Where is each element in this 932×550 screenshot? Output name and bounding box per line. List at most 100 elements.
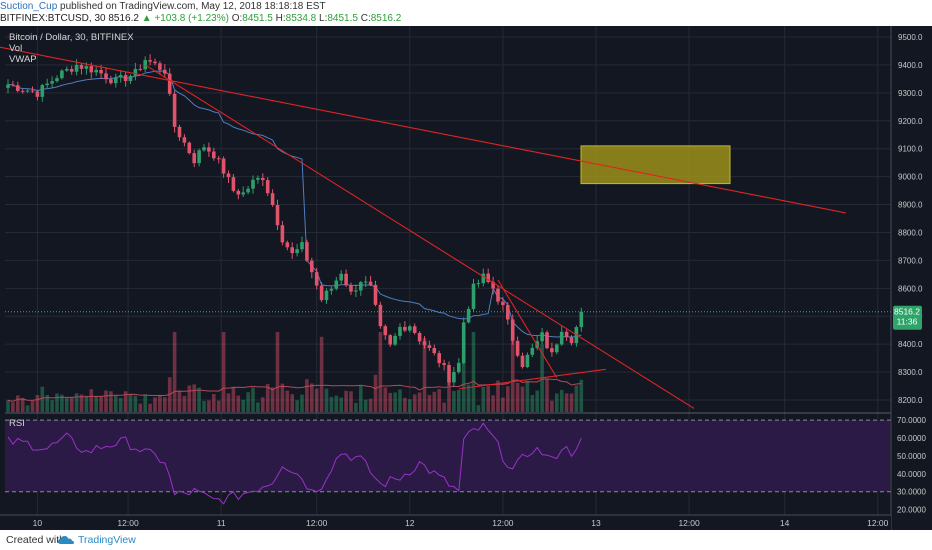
candle-body	[50, 81, 54, 84]
volume-bar	[212, 394, 216, 412]
candle-body	[251, 179, 255, 189]
target-zone[interactable]	[580, 145, 731, 185]
candle-body	[207, 147, 211, 152]
candle-body	[55, 78, 59, 82]
y-tick-label: 9200.0	[898, 117, 923, 126]
trendline	[458, 368, 606, 390]
volume-bar	[133, 395, 138, 412]
volume-bar	[574, 385, 579, 412]
candle-body	[393, 335, 397, 345]
volume-bar	[447, 381, 451, 412]
candle-body	[412, 326, 417, 333]
volume-bar	[20, 397, 25, 412]
price-axis[interactable]	[891, 26, 932, 530]
candle-body	[559, 331, 564, 345]
rsi-label: RSI	[9, 418, 25, 429]
y-tick-label: 9100.0	[898, 145, 923, 154]
tradingview-brand[interactable]: TradingView	[78, 534, 136, 546]
candle-body	[265, 180, 270, 194]
candle-body	[442, 363, 446, 365]
y-tick-label: 8400.0	[898, 340, 923, 349]
volume-bar	[466, 384, 471, 412]
volume-bar	[408, 399, 412, 412]
arrow-up-icon: ▲	[141, 13, 152, 24]
candle-body	[378, 304, 383, 327]
x-tick-label: 12:00	[867, 518, 889, 528]
volume-bar	[310, 383, 314, 412]
candle-body	[114, 77, 118, 84]
candle-body	[25, 90, 30, 92]
candle-body	[437, 353, 441, 364]
open-value: 8451.5	[242, 13, 273, 24]
volume-bar	[314, 388, 319, 412]
tradingview-cloud-icon	[58, 536, 74, 544]
volume-bar	[461, 351, 466, 412]
close-value: 8516.2	[370, 13, 402, 24]
trendline	[0, 46, 847, 214]
candle-body	[432, 348, 437, 354]
candle-body	[221, 158, 226, 174]
volume-bar	[403, 397, 407, 412]
candle-body	[349, 285, 353, 292]
candle-body	[241, 192, 245, 195]
candle-body	[236, 190, 241, 195]
volume-bar	[16, 395, 20, 412]
volume-bar	[339, 397, 343, 412]
candle-body	[530, 347, 535, 355]
candle-body	[187, 142, 192, 154]
price-chart[interactable]: Bitcoin / Dollar, 30, BITFINEX Vol VWAP …	[0, 26, 932, 530]
candle-body	[35, 91, 40, 97]
candle-body	[427, 345, 432, 349]
volume-bar	[79, 394, 84, 412]
rsi-tick-label: 50.0000	[897, 452, 926, 461]
volume-bar	[359, 385, 363, 412]
candle-body	[275, 205, 280, 226]
candle-body	[40, 85, 45, 97]
volume-bar	[496, 380, 500, 412]
candle-body	[197, 150, 201, 164]
volume-bar	[285, 390, 290, 412]
candle-body	[69, 68, 74, 72]
candle-body	[501, 301, 505, 306]
volume-bar	[422, 338, 427, 412]
volume-bar	[231, 386, 236, 412]
candle-body	[510, 319, 515, 341]
candle-body	[109, 79, 113, 84]
volume-bar	[241, 399, 245, 412]
volume-bar	[373, 374, 378, 412]
candle-body	[452, 372, 456, 383]
volume-bar	[520, 386, 525, 412]
volume-bar	[491, 395, 495, 412]
volume-bar	[319, 336, 324, 412]
candle-body	[246, 188, 250, 193]
candle-body	[11, 84, 15, 86]
volume-bar	[172, 332, 177, 412]
candle-body	[231, 177, 236, 191]
volume-bar	[501, 397, 505, 412]
candle-body	[79, 64, 84, 69]
volume-bar	[163, 397, 167, 412]
low-label: L:	[319, 13, 328, 24]
volume-bar	[349, 391, 353, 412]
volume-bar	[383, 387, 388, 412]
candle-body	[153, 61, 157, 64]
candle-body	[172, 93, 177, 127]
candle-body	[300, 242, 304, 250]
candle-body	[486, 273, 490, 282]
volume-bar	[486, 385, 490, 412]
candle-body	[212, 151, 216, 159]
x-tick-label: 12	[405, 518, 415, 528]
candle-body	[280, 225, 285, 243]
candle-body	[60, 70, 64, 79]
candle-body	[74, 64, 79, 72]
volume-bar	[550, 400, 554, 412]
author-link[interactable]: Suction_Cup	[0, 1, 58, 12]
time-axis[interactable]	[0, 515, 891, 530]
y-tick-label: 8600.0	[898, 284, 923, 293]
bar-timer-label: 11:36	[897, 317, 918, 327]
candle-body	[550, 348, 554, 353]
volume-bar	[221, 332, 226, 412]
candle-body	[388, 335, 392, 345]
candle-body	[118, 75, 123, 78]
volume-bar	[506, 386, 510, 412]
